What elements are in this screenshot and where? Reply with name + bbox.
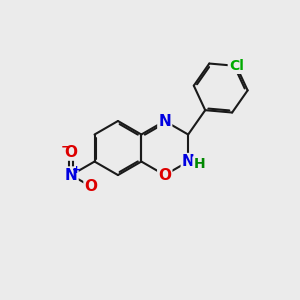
Text: N: N <box>158 113 171 128</box>
Text: O: O <box>158 168 171 183</box>
Text: O: O <box>64 145 78 160</box>
Text: +: + <box>72 165 81 175</box>
Text: H: H <box>194 157 205 171</box>
Text: Cl: Cl <box>229 59 244 73</box>
Text: N: N <box>65 168 77 183</box>
Text: −: − <box>61 140 71 154</box>
Text: O: O <box>85 179 98 194</box>
Text: N: N <box>182 154 194 169</box>
